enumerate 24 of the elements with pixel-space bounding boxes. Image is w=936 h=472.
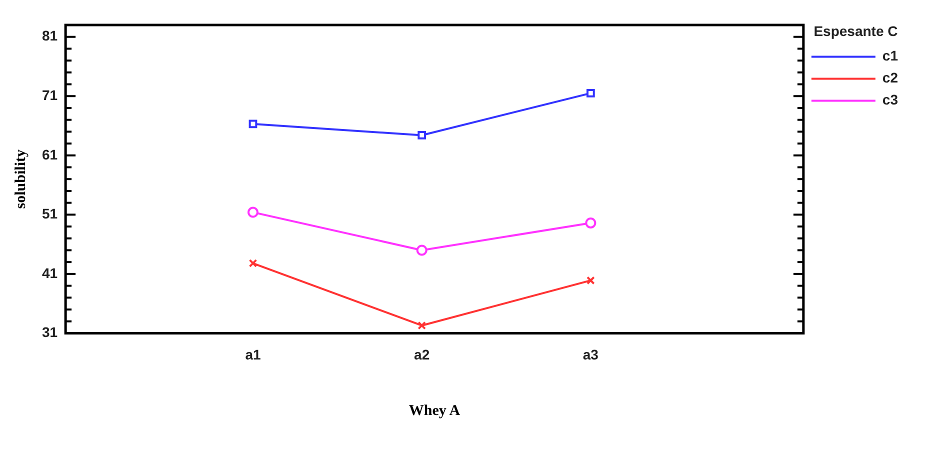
legend-title: Espesante C — [814, 22, 898, 39]
x-tick-label: a3 — [582, 346, 599, 362]
point — [418, 321, 426, 330]
x-tick-label: a1 — [245, 346, 261, 362]
x-tick-label: a2 — [414, 346, 430, 362]
y-tick-label: 31 — [42, 324, 58, 340]
point — [586, 88, 595, 98]
point — [418, 131, 426, 140]
point — [248, 120, 258, 128]
point — [248, 259, 258, 268]
y-tick-label: 61 — [42, 146, 58, 162]
point — [585, 217, 596, 228]
legend-label: c1 — [882, 48, 898, 64]
y-axis-title: solubility — [12, 149, 29, 209]
y-tick-label: 71 — [42, 86, 58, 103]
legend-label: c3 — [882, 92, 898, 108]
y-tick-label: 51 — [42, 206, 58, 222]
y-tick-label: 41 — [42, 264, 58, 281]
point — [416, 244, 428, 256]
legend-label: c2 — [882, 70, 898, 86]
point — [586, 276, 595, 285]
point — [247, 206, 258, 218]
x-axis-title: Whey A — [408, 402, 460, 419]
y-tick-label: 81 — [42, 28, 58, 44]
